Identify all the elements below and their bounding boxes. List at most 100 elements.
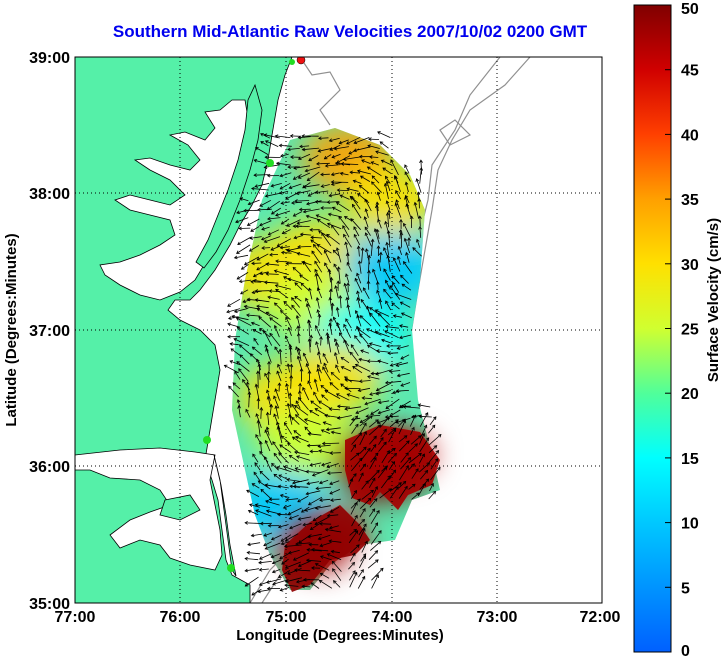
velocity-vector [248,391,250,408]
velocity-vector [419,216,421,227]
vector-head [310,239,314,243]
vector-head [426,462,431,466]
velocity-vector [350,218,361,230]
velocity-vector [351,196,361,210]
velocity-vector [253,338,259,346]
vector-head [244,568,249,573]
vector-head [360,247,365,251]
vector-head [284,583,288,588]
vector-head [383,466,388,471]
velocity-vector [261,247,271,249]
velocity-vector [329,193,341,197]
vector-head [328,407,333,412]
vector-head [274,405,279,410]
velocity-vector [371,522,378,534]
velocity-vector [227,323,241,328]
velocity-vector [347,253,349,264]
vector-head [354,514,358,519]
velocity-vector [267,412,270,426]
vector-head [389,363,394,367]
velocity-vector [307,533,322,538]
velocity-vector [359,380,371,382]
vector-head [352,179,357,184]
vector-head [294,467,299,471]
vector-head [255,509,259,513]
vector-head [315,341,319,345]
vector-head [264,483,269,488]
velocity-vector [277,426,283,444]
velocity-vector [357,170,371,175]
velocity-vector [280,153,289,157]
velocity-vector [268,229,280,236]
velocity-vector [389,409,401,417]
vector-head [384,324,389,329]
velocity-vector [285,561,301,569]
velocity-vector [389,419,399,428]
velocity-vector [293,173,302,180]
vector-head [268,289,273,293]
velocity-vector [405,195,410,204]
velocity-vector [249,504,260,508]
vector-head [374,309,379,313]
vector-head [264,140,269,144]
vector-head [287,165,291,169]
velocity-vector [379,299,383,309]
vector-head [344,406,348,411]
velocity-vector [349,553,356,562]
velocity-vector [332,561,342,572]
vector-head [327,212,332,217]
velocity-vector [259,199,272,207]
velocity-vector [284,544,302,547]
velocity-vector [251,483,260,489]
vector-head [230,348,235,352]
velocity-vector [370,530,382,545]
vector-head [328,539,332,544]
vector-head [295,191,300,196]
vector-head [333,146,338,151]
vector-head [307,501,312,506]
velocity-vector [322,353,329,364]
vector-head [258,440,263,445]
x-tick-label: 76:00 [160,609,201,626]
vector-head [253,471,257,476]
velocity-vector [358,261,362,274]
velocity-vector [294,405,309,416]
vector-head [394,202,399,207]
velocity-vector [227,298,241,307]
vector-head [342,157,347,161]
vector-head [284,335,289,339]
vector-head [251,346,256,351]
vector-head [239,290,244,295]
vector-head [236,361,240,365]
velocity-vector [360,448,371,461]
velocity-vector [302,147,320,151]
vector-head [364,226,369,231]
vector-head [375,387,380,392]
vector-head [329,382,334,386]
vector-head [254,298,259,302]
velocity-vector [306,481,320,485]
vector-head [348,151,353,155]
velocity-vector [239,344,253,356]
vector-head [382,167,387,171]
velocity-vector [348,530,359,544]
velocity-vector [319,523,332,525]
vector-head [271,462,275,467]
velocity-vector [395,203,402,218]
vector-head [364,401,368,406]
velocity-vector [255,509,272,517]
velocity-vector [398,435,408,443]
velocity-vector [310,522,321,530]
velocity-vector [419,167,422,184]
vector-head [267,216,271,221]
vector-head [358,432,363,437]
vector-head [247,391,252,395]
vector-head [295,542,299,546]
velocity-vector [391,302,400,310]
vector-head [370,489,375,494]
vector-head [325,427,330,432]
velocity-vector [287,148,300,150]
vector-head [284,537,289,542]
velocity-vector [264,236,281,243]
velocity-vector [394,176,401,192]
